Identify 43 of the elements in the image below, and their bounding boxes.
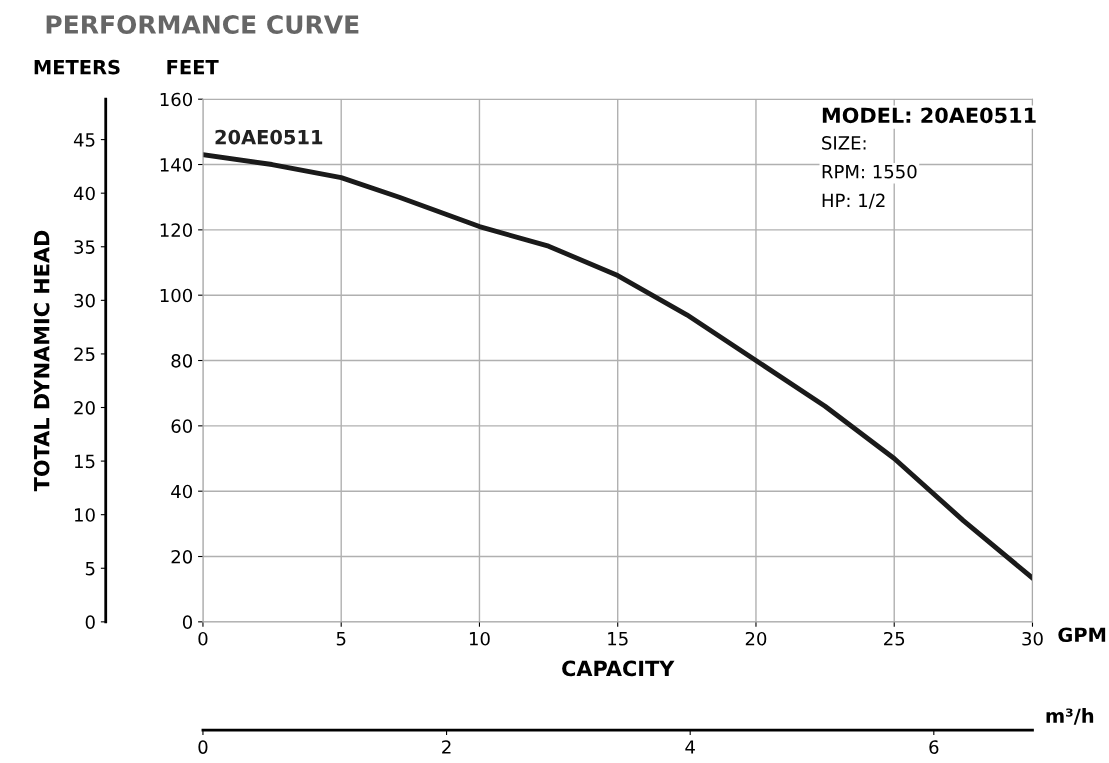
y2-tick-label: 10: [75, 508, 95, 522]
y-tick-label: 140: [160, 157, 193, 172]
x-tick-label: 25: [884, 631, 905, 646]
y-tick-label: 20: [171, 549, 193, 564]
line-series: [202, 152, 1033, 581]
y-tick-label: 100: [160, 288, 193, 303]
y2-tick-label: 30: [74, 293, 95, 308]
x-tick-label: 15: [608, 632, 628, 646]
x-tick-label: 0: [198, 631, 208, 646]
x2-tick-label: 2: [442, 740, 451, 754]
text: GPM: [1058, 627, 1106, 643]
text: METERS: [34, 59, 120, 75]
y-tick-label: 120: [160, 223, 193, 237]
y2-tick-label: 45: [73, 133, 95, 147]
x2-axis-title: m³/h: [1046, 708, 1094, 725]
x-tick-label: 20: [745, 631, 767, 646]
x-tick-label: 10: [469, 631, 490, 646]
y2-tick-label: 0: [85, 615, 95, 629]
annotation: RPM: 1550: [822, 164, 917, 179]
y2-tick-label: 20: [74, 400, 95, 415]
x-tick-label: 30: [1022, 631, 1043, 646]
y2-axis-title: TOTAL DYNAMIC HEAD: [33, 230, 50, 492]
y-axis-title: FEET: [167, 60, 219, 75]
chart-title: PERFORMANCE CURVE: [46, 15, 359, 34]
y2-tick-label: 15: [75, 454, 95, 469]
x2-tick-label: 6: [929, 740, 939, 754]
y-tick-label: 80: [171, 353, 193, 368]
y-tick-label: 40: [171, 484, 193, 499]
annotation: SIZE:: [822, 136, 866, 150]
y2-tick-label: 35: [74, 240, 95, 254]
y-tick-label: 160: [160, 92, 193, 107]
x-tick-label: 5: [336, 632, 346, 646]
x-axis-title: CAPACITY: [562, 660, 675, 677]
y2-tick-label: 40: [73, 186, 95, 201]
y2-tick-label: 25: [74, 347, 95, 362]
x2-tick-label: 4: [685, 740, 695, 754]
annotation: HP: 1/2: [822, 193, 885, 209]
y2-tick-label: 5: [85, 561, 95, 576]
x2-tick-label: 0: [198, 740, 208, 754]
y-tick-label: 0: [182, 615, 193, 629]
series-label: 20AE0511: [215, 129, 323, 145]
annotation: MODEL: 20AE0511: [822, 107, 1036, 124]
y-tick-label: 60: [171, 419, 193, 433]
